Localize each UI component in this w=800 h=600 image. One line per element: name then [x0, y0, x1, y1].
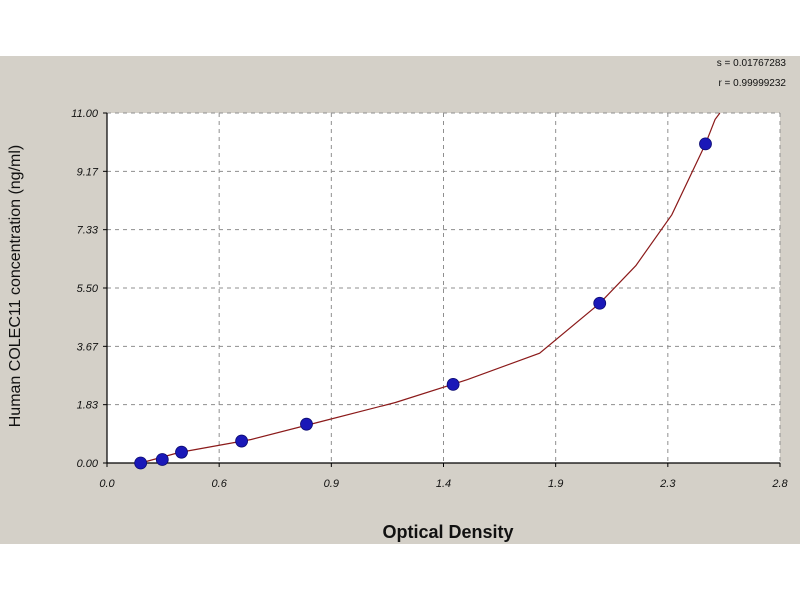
- data-point: [300, 417, 313, 431]
- x-tick-label: 0.0: [99, 478, 115, 490]
- stat-s: s = 0.01767283: [717, 58, 787, 69]
- x-tick-label: 0.9: [324, 478, 339, 490]
- y-tick-label: 5.50: [77, 283, 99, 295]
- x-tick-label: 1.4: [436, 478, 451, 490]
- x-tick-label: 1.9: [548, 478, 563, 490]
- data-point: [175, 445, 188, 459]
- data-points: [134, 137, 712, 470]
- data-point: [699, 137, 712, 151]
- x-tick-label: 0.6: [212, 478, 228, 490]
- x-tick-label: 2.3: [659, 478, 676, 490]
- y-tick-label: 1.83: [77, 400, 99, 412]
- data-point: [155, 453, 169, 466]
- stat-r: r = 0.99999232: [718, 78, 786, 89]
- scatter-chart: 0.0 0.6 0.9 1.4 1.9 2.3 2.8 0.00 1.83 3.67 5.50 7.…: [7, 58, 789, 542]
- y-tick-label: 7.33: [77, 225, 99, 237]
- y-tick-label: 0.00: [77, 458, 99, 470]
- chart-panel: 0.0 0.6 0.9 1.4 1.9 2.3 2.8 0.00 1.83 3.67 5.50 7.…: [0, 56, 800, 544]
- y-tick-label: 3.67: [77, 341, 99, 353]
- data-point: [134, 456, 148, 470]
- y-tick-label: 9.17: [77, 166, 99, 178]
- x-ticks: 0.0 0.6 0.9 1.4 1.9 2.3 2.8: [99, 463, 789, 490]
- x-tick-label: 2.8: [771, 478, 788, 490]
- data-point: [593, 296, 607, 310]
- x-axis-title: Optical Density: [382, 522, 513, 542]
- data-point: [446, 378, 460, 391]
- y-ticks: 0.00 1.83 3.67 5.50 7.33 9.17 11.00: [71, 108, 107, 470]
- y-tick-label: 11.00: [71, 108, 99, 120]
- y-axis-title: Human COLEC11 concentration (ng/ml): [7, 145, 24, 428]
- data-point: [235, 434, 249, 448]
- grid-lines: [107, 112, 781, 463]
